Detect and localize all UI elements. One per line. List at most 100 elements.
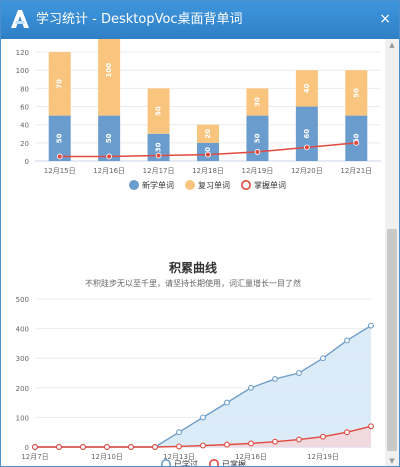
bar-label-review: 40: [303, 83, 311, 93]
x-tick-label: 12月16日: [235, 453, 267, 461]
bar-new-words: [345, 115, 368, 161]
mastered-point: [272, 438, 278, 445]
y-tick-label: 80: [20, 85, 29, 93]
mastered-point: [320, 433, 326, 440]
title-bar: 学习统计 - DesktopVoc桌面背单词 ×: [1, 1, 399, 39]
mastered-point: [106, 153, 113, 160]
legend-label: 已学过: [174, 459, 198, 467]
learned-area: [35, 325, 371, 447]
learned-point: [296, 370, 302, 376]
bar-label-review: 20: [204, 129, 212, 139]
mastered-point: [128, 444, 134, 450]
learned-point: [176, 429, 182, 436]
y-tick-label: 120: [16, 49, 29, 57]
scroll-thumb[interactable]: [387, 229, 397, 451]
mastered-point: [296, 436, 302, 443]
mastered-point: [32, 444, 38, 450]
learned-point: [248, 384, 254, 391]
accumulation-chart-title: 积累曲线: [168, 261, 217, 275]
legend-marker: [241, 180, 252, 191]
mastered-point: [344, 429, 350, 436]
window-title: 学习统计 - DesktopVoc桌面背单词: [36, 12, 243, 27]
learned-point: [344, 337, 350, 344]
bar-label-new: 50: [105, 133, 113, 143]
bar-label-review: 70: [56, 79, 64, 89]
mastered-point: [176, 443, 182, 450]
close-button[interactable]: ×: [379, 11, 391, 27]
y-tick-label: 300: [16, 355, 29, 363]
vertical-scrollbar[interactable]: ▲ ▼: [385, 39, 399, 466]
bar-label-review: 100: [105, 63, 113, 78]
y-tick-label: 200: [16, 385, 29, 393]
mastered-point: [353, 139, 360, 146]
y-tick-label: 100: [16, 414, 29, 422]
bar-label-review: 50: [352, 88, 360, 98]
legend-marker: [209, 459, 219, 466]
x-tick-label: 12月13日: [163, 453, 195, 461]
mastered-point: [303, 144, 310, 151]
y-tick-label: 0: [25, 444, 29, 452]
bar-new-words: [246, 115, 269, 161]
mastered-point: [56, 153, 63, 160]
bar-review-words: [295, 70, 318, 107]
bar-review-words: [345, 70, 368, 116]
mastered-point: [80, 444, 86, 450]
bar-new-words: [98, 115, 121, 161]
x-tick-label: 12月20日: [291, 167, 323, 175]
bar-review-words: [246, 88, 269, 116]
y-tick-label: 20: [20, 140, 29, 148]
legend-label: 掌握单词: [254, 180, 286, 190]
bar-label-new: 50: [352, 133, 360, 143]
mastered-point: [104, 444, 110, 450]
bar-new-words: [147, 133, 170, 161]
bar-label-new: 50: [253, 133, 261, 143]
legend-label: 新学单词: [142, 180, 174, 190]
learned-point: [272, 375, 278, 382]
bar-label-review: 50: [155, 106, 163, 116]
bar-review-words: [147, 88, 170, 134]
x-tick-label: 12月21日: [340, 167, 372, 175]
mastered-point: [205, 151, 211, 158]
x-tick-label: 12月18日: [192, 167, 224, 175]
legend-label: 已掌握: [222, 459, 246, 467]
learned-point: [224, 399, 230, 406]
x-tick-label: 12月16日: [93, 167, 125, 175]
bar-review-words: [98, 39, 121, 116]
scroll-up-arrow-icon[interactable]: ▲: [389, 41, 395, 49]
x-tick-label: 12月19日: [307, 453, 339, 461]
x-tick-label: 12月19日: [242, 167, 274, 175]
statistics-content: 0 20 40 60 80 100 120 50 70 12月15日 50 100 12月16日 30 50…: [1, 39, 385, 467]
bar-label-new: 60: [303, 129, 311, 139]
learned-point: [200, 414, 206, 421]
mastered-point: [224, 441, 230, 448]
accumulation-chart-subtitle: 不积跬步无以至千里，请坚持长期使用，词汇量增长一目了然: [85, 279, 301, 288]
accumulation-area-chart: 0 100 200 300 400 500 12月7日 12月10日 12月13日 12月16日 1…: [16, 296, 374, 467]
learned-point: [368, 322, 374, 329]
y-tick-label: 60: [20, 104, 29, 112]
mastered-point: [200, 442, 206, 449]
x-tick-label: 12月17日: [143, 167, 175, 175]
legend-marker: [129, 180, 139, 190]
mastered-area: [35, 426, 371, 447]
mastered-point: [56, 444, 62, 450]
bar-label-review: 30: [253, 97, 261, 107]
mastered-point: [152, 444, 158, 450]
learned-point: [320, 355, 326, 362]
legend-marker: [161, 459, 171, 466]
mastered-point: [254, 149, 261, 155]
y-tick-label: 500: [16, 296, 29, 304]
daily-words-bar-chart: 0 20 40 60 80 100 120 50 70 12月15日 50 100 12月16日 30 50…: [16, 39, 381, 191]
bar-review-words: [197, 124, 219, 143]
mastered-point: [248, 440, 254, 447]
legend-marker: [185, 180, 195, 190]
legend-label: 复习单词: [198, 180, 230, 190]
y-tick-label: 40: [20, 122, 29, 130]
mastered-point: [155, 152, 162, 159]
y-tick-label: 400: [16, 326, 29, 334]
mastered-point: [368, 423, 374, 430]
scroll-down-arrow-icon[interactable]: ▼: [389, 457, 395, 465]
y-tick-label: 0: [25, 158, 29, 166]
app-logo-icon: [11, 10, 29, 28]
bar-label-new: 30: [155, 142, 163, 152]
